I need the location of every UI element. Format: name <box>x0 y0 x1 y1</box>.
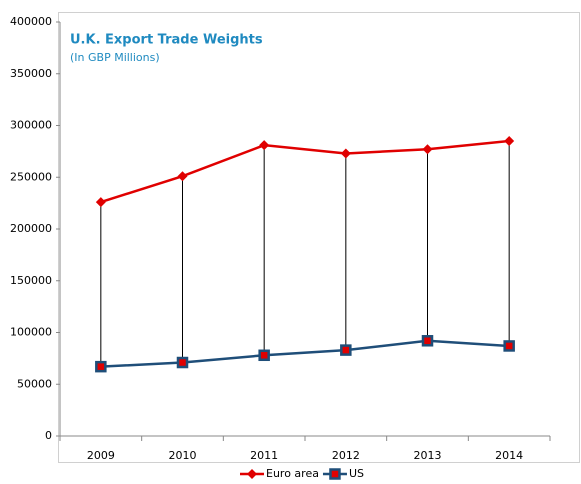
legend-label: Euro area <box>266 467 319 480</box>
y-tick-label: 150000 <box>10 274 52 287</box>
series-line <box>100 339 510 368</box>
y-tick-label: 100000 <box>10 326 52 339</box>
marker <box>95 197 106 208</box>
marker <box>258 349 270 362</box>
marker <box>340 148 351 159</box>
x-tick-label: 2014 <box>495 449 523 462</box>
x-tick-label: 2009 <box>87 449 115 462</box>
marker <box>329 468 341 480</box>
marker <box>422 144 433 155</box>
marker <box>504 136 515 147</box>
marker <box>259 140 270 151</box>
y-tick-label: 400000 <box>10 15 52 28</box>
marker <box>177 171 188 182</box>
marker <box>247 469 257 479</box>
marker <box>340 344 352 356</box>
series-line <box>100 139 510 204</box>
x-tick-label: 2011 <box>250 449 278 462</box>
chart-subtitle: (In GBP Millions) <box>70 51 160 64</box>
marker <box>176 356 189 369</box>
legend-label: US <box>349 467 364 480</box>
chart-title: U.K. Export Trade Weights <box>70 33 263 48</box>
x-tick-label: 2010 <box>169 449 197 462</box>
marker <box>421 335 434 347</box>
marker <box>95 360 107 373</box>
chart-frame <box>58 12 580 463</box>
y-tick-label: 50000 <box>17 377 52 390</box>
marker <box>503 340 515 352</box>
y-tick-label: 250000 <box>10 170 52 183</box>
y-tick-label: 200000 <box>10 222 52 235</box>
x-tick-label: 2012 <box>332 449 360 462</box>
y-tick-label: 300000 <box>10 119 52 132</box>
x-tick-label: 2013 <box>414 449 442 462</box>
y-tick-label: 0 <box>45 429 52 442</box>
y-tick-label: 350000 <box>10 67 52 80</box>
